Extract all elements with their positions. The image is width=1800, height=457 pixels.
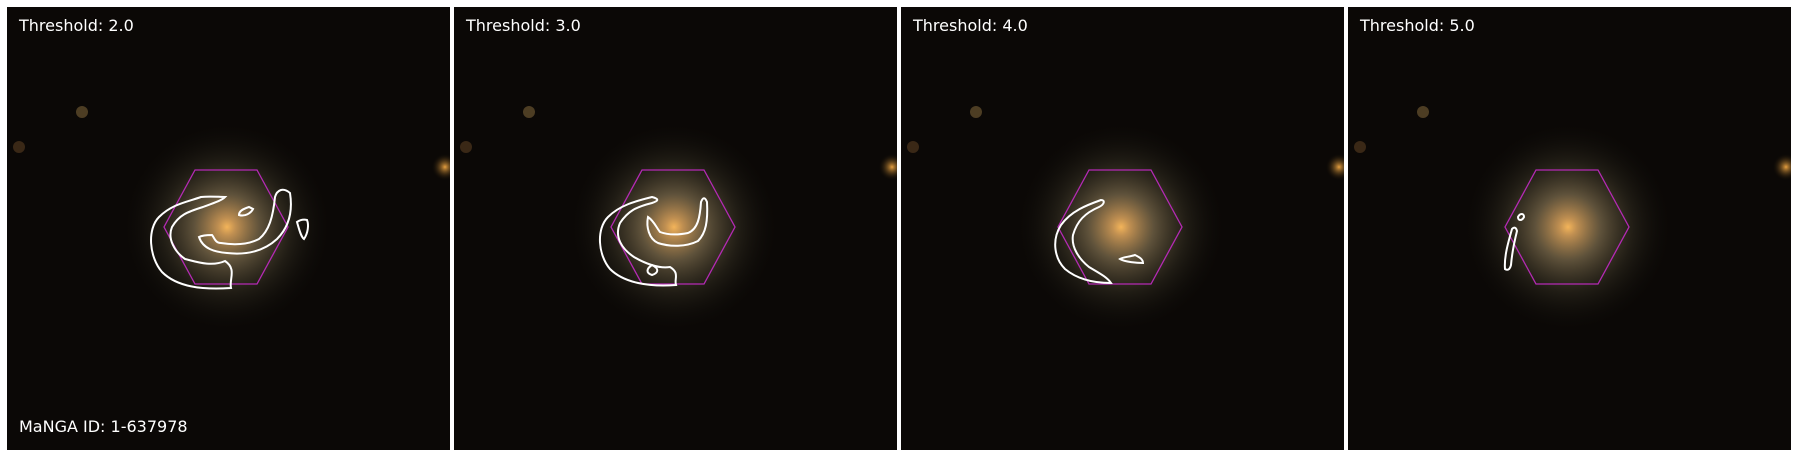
ifu-hexagon [1504, 169, 1630, 285]
manga-id-label: MaNGA ID: 1-637978 [19, 417, 188, 436]
image-panel-1: Threshold: 2.0 MaNGA ID: 1-637978 [7, 7, 450, 450]
galaxy [564, 117, 784, 337]
threshold-label: Threshold: 2.0 [19, 16, 134, 35]
faint-source [907, 141, 919, 153]
foreground-star [878, 153, 897, 181]
faint-source [1417, 106, 1429, 118]
threshold-label: Threshold: 5.0 [1360, 16, 1475, 35]
galaxy-image-4 [1348, 7, 1791, 450]
faint-source [523, 106, 535, 118]
contour-lines [1054, 198, 1145, 285]
galaxy [1011, 117, 1231, 337]
galaxy [117, 117, 337, 337]
ifu-hexagon [163, 169, 289, 285]
faint-source [460, 141, 472, 153]
ifu-hexagon [1057, 169, 1183, 285]
contour-lines [150, 188, 309, 290]
faint-source [970, 106, 982, 118]
foreground-star [431, 153, 450, 181]
image-panel-2: Threshold: 3.0 [454, 7, 897, 450]
image-panel-4: Threshold: 5.0 [1348, 7, 1791, 450]
foreground-star [1772, 153, 1791, 181]
threshold-label: Threshold: 3.0 [466, 16, 581, 35]
galaxy-image-2 [454, 7, 897, 450]
image-panel-3: Threshold: 4.0 [901, 7, 1344, 450]
faint-source [13, 141, 25, 153]
faint-source [1354, 141, 1366, 153]
galaxy-image-1 [7, 7, 450, 450]
ifu-hexagon [610, 169, 736, 285]
threshold-label: Threshold: 4.0 [913, 16, 1028, 35]
foreground-star [1325, 153, 1344, 181]
galaxy-image-3 [901, 7, 1344, 450]
contour-lines [599, 195, 709, 287]
galaxy [1458, 117, 1678, 337]
contour-lines [1503, 213, 1526, 271]
faint-source [76, 106, 88, 118]
